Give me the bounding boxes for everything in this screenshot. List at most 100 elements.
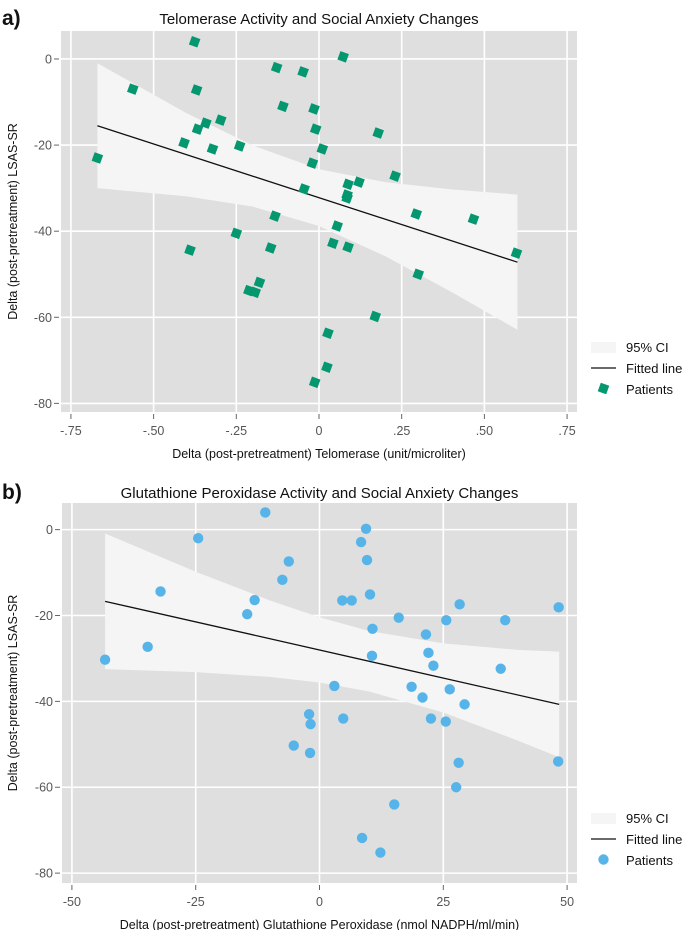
legend-label-fitted-line: Fitted line (626, 361, 682, 376)
legend-marker-swatch (598, 854, 609, 865)
legend-ci-swatch (591, 813, 616, 824)
data-point (190, 84, 203, 96)
data-point (178, 137, 190, 149)
data-point (337, 595, 348, 606)
x-tick-label: -.25 (226, 424, 248, 438)
data-point (342, 241, 354, 253)
data-point (200, 117, 212, 129)
data-point (341, 192, 353, 204)
y-tick-label: -20 (35, 609, 53, 623)
data-point (264, 242, 277, 254)
x-tick-label: -.75 (60, 424, 82, 438)
data-point (191, 123, 204, 135)
x-axis-label: Delta (post-pretreatment) Glutathione Pe… (120, 918, 519, 930)
data-point (453, 757, 464, 768)
data-point (316, 143, 329, 155)
data-point (342, 178, 354, 191)
data-point (428, 660, 439, 671)
data-point (260, 507, 271, 518)
data-point (155, 586, 166, 597)
legend-label-ci: 95% CI (626, 340, 669, 355)
y-tick-label: -60 (35, 781, 53, 795)
data-point (306, 157, 319, 169)
data-point (303, 709, 315, 720)
data-point (417, 692, 428, 703)
data-point (331, 220, 343, 232)
data-point (188, 35, 201, 48)
chart-a: a) Telomerase Activity and Social Anxiety… (2, 7, 682, 461)
x-tick-label: 0 (316, 424, 323, 438)
data-point (375, 847, 386, 858)
data-point (338, 713, 349, 724)
data-point (441, 615, 452, 626)
data-point (337, 51, 349, 63)
y-tick-label: -60 (34, 311, 52, 325)
data-point (249, 286, 261, 299)
data-point (309, 123, 322, 135)
chart-b: b) Glutathione Peroxidase Activity and So… (2, 481, 682, 930)
data-point (369, 310, 381, 323)
data-point (360, 523, 372, 534)
data-point (459, 699, 470, 710)
data-point (412, 268, 424, 281)
y-tick-label: -40 (34, 225, 52, 239)
data-point (308, 376, 321, 389)
legend: 95% CI Fitted line Patients (591, 811, 682, 868)
data-point (444, 684, 455, 695)
chart-title: Telomerase Activity and Social Anxiety C… (159, 11, 478, 28)
data-point (308, 103, 320, 115)
data-point (298, 183, 310, 195)
y-tick-label: -80 (34, 397, 52, 411)
data-point (389, 799, 400, 810)
confidence-band (97, 63, 518, 330)
y-tick-label: -80 (35, 867, 53, 881)
data-point (346, 595, 357, 606)
data-point (353, 176, 365, 188)
x-tick-label: .50 (476, 424, 493, 438)
data-point (230, 227, 243, 240)
x-axis-label: Delta (post-pretreatment) Telomerase (un… (172, 447, 466, 461)
data-point (304, 747, 316, 759)
x-tick-label: 0 (316, 895, 323, 909)
data-point (361, 554, 373, 566)
data-point (450, 782, 462, 793)
data-point (356, 832, 368, 844)
data-point (425, 713, 437, 724)
y-tick-label: 0 (46, 523, 53, 537)
x-tick-label: 50 (560, 895, 574, 909)
y-tick-label: 0 (45, 52, 52, 66)
data-point (420, 629, 432, 640)
data-point (242, 609, 253, 620)
data-point (372, 127, 384, 139)
x-tick-label: -25 (187, 895, 205, 909)
y-axis-label: Delta (post-pretreatment) LSAS-SR (6, 595, 20, 792)
data-point (270, 61, 283, 74)
data-point (322, 327, 334, 339)
data-point (214, 114, 227, 126)
data-point (127, 83, 139, 95)
panel-label: b) (2, 481, 22, 504)
data-point (253, 276, 266, 289)
data-point (510, 247, 523, 259)
legend-label-patients: Patients (626, 382, 673, 397)
x-tick-label: 25 (436, 895, 450, 909)
data-point (91, 152, 104, 164)
data-point (423, 647, 434, 659)
data-point (288, 740, 299, 751)
data-point (233, 140, 246, 152)
data-point (329, 680, 340, 692)
data-point (192, 533, 204, 544)
data-point (366, 650, 378, 662)
data-point (364, 589, 376, 600)
x-tick-label: .25 (393, 424, 410, 438)
data-point (206, 143, 219, 155)
data-point (321, 361, 333, 373)
x-tick-label: -.50 (143, 424, 165, 438)
data-point (277, 100, 289, 113)
data-point (440, 716, 451, 727)
data-point (184, 244, 196, 256)
data-point (499, 615, 511, 626)
data-point (305, 718, 316, 730)
data-point (467, 213, 480, 225)
